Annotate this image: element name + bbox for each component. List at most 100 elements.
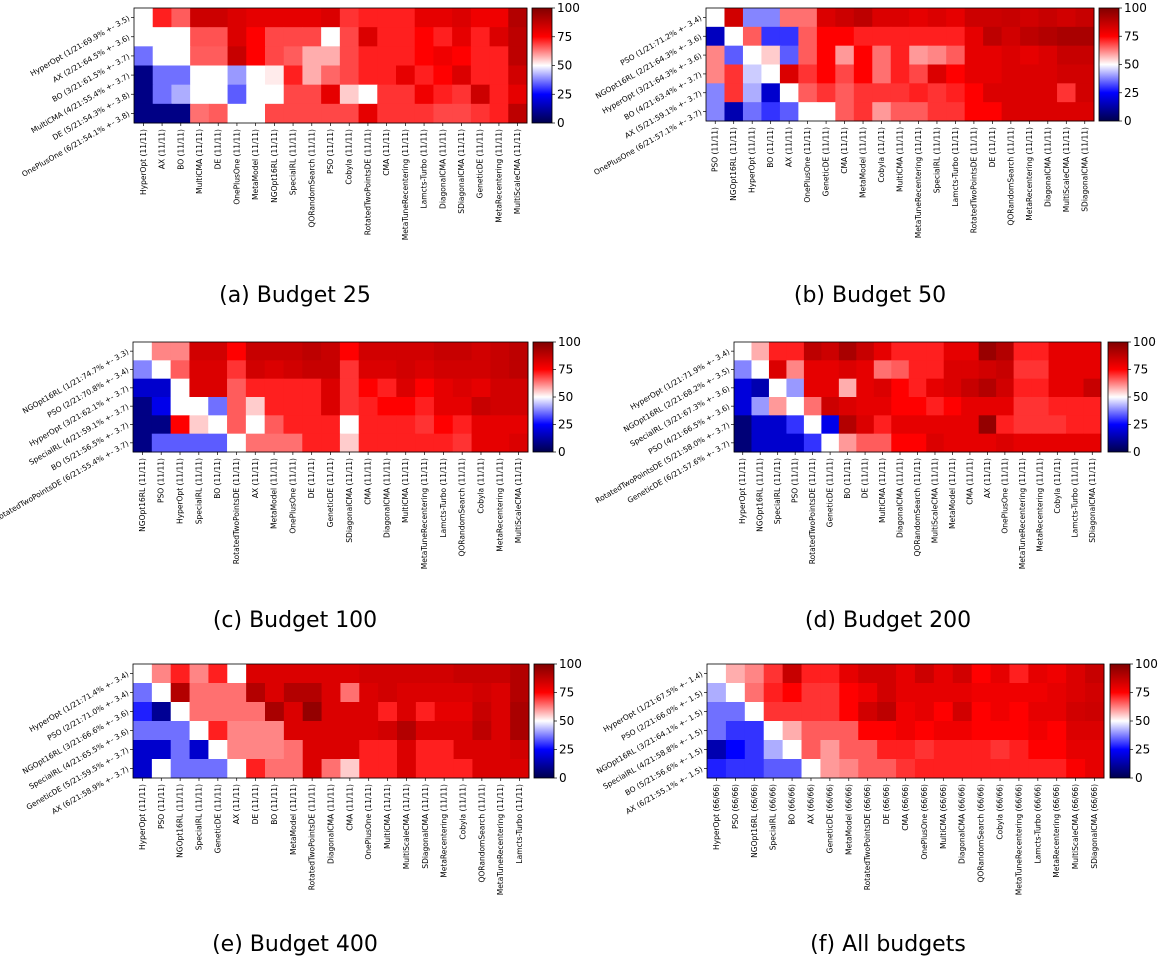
heatmap-cell bbox=[189, 433, 209, 453]
heatmap-cell bbox=[964, 83, 984, 103]
heatmap-cell bbox=[838, 397, 857, 416]
heatmap-cell bbox=[877, 740, 897, 760]
heatmap-cell bbox=[978, 433, 997, 453]
heatmap-cell bbox=[321, 360, 341, 380]
heatmap-cell bbox=[433, 65, 453, 86]
heatmap-cell bbox=[359, 759, 379, 779]
heatmap-cell bbox=[133, 415, 153, 435]
heatmap-cell bbox=[453, 664, 473, 684]
heatmap-panel: HyperOpt (1/21:71.9% +- 3.4)NGOpt16RL (2… bbox=[594, 335, 1156, 633]
heatmap-cell bbox=[264, 378, 284, 398]
heatmap-cell bbox=[302, 8, 322, 28]
heatmap-cell bbox=[170, 664, 191, 684]
heatmap-cell bbox=[724, 26, 744, 47]
col-label: AX (11/11) bbox=[785, 127, 794, 167]
heatmap-cell bbox=[744, 740, 765, 760]
heatmap-cell bbox=[816, 64, 836, 84]
heatmap-cell bbox=[872, 45, 892, 65]
heatmap-cell bbox=[452, 65, 472, 86]
heatmap-cell bbox=[171, 65, 191, 86]
heatmap-cell bbox=[896, 683, 916, 703]
heatmap-cell bbox=[983, 64, 1003, 84]
heatmap-cell bbox=[1013, 415, 1032, 435]
heatmap-cell bbox=[1038, 45, 1058, 65]
heatmap-cell bbox=[821, 342, 840, 361]
col-label: HyperOpt (11/11) bbox=[138, 784, 147, 850]
heatmap-cell bbox=[452, 103, 472, 124]
heatmap-cell bbox=[190, 8, 210, 28]
heatmap-cell bbox=[452, 433, 473, 453]
heatmap-cell bbox=[151, 759, 172, 779]
heatmap-cell bbox=[378, 702, 398, 722]
heatmap-cell bbox=[1057, 45, 1077, 65]
heatmap-cell bbox=[414, 46, 434, 66]
heatmap-cell bbox=[265, 46, 285, 66]
col-label: CMA (11/11) bbox=[364, 458, 373, 505]
heatmap-cell bbox=[1048, 378, 1067, 398]
heatmap-cell bbox=[339, 342, 360, 361]
heatmap-cell bbox=[434, 664, 455, 684]
heatmap-cell bbox=[170, 360, 190, 380]
colorbar-tick-label: 50 bbox=[1133, 390, 1148, 404]
heatmap-cell bbox=[751, 433, 770, 453]
heatmap-cell bbox=[340, 721, 360, 741]
heatmap-cell bbox=[724, 45, 744, 65]
heatmap-cell bbox=[302, 378, 322, 398]
col-label: Lamcts-Turbo (11/11) bbox=[1070, 458, 1079, 538]
heatmap-cell bbox=[415, 433, 435, 453]
heatmap-cell bbox=[1001, 45, 1021, 65]
heatmap-cell bbox=[835, 45, 855, 65]
colorbar-tick-label: 0 bbox=[1135, 771, 1143, 785]
col-label: MultiScaleCMA (11/11) bbox=[1062, 127, 1071, 212]
heatmap-cell bbox=[264, 433, 284, 453]
heatmap-cell bbox=[786, 433, 805, 453]
heatmap-cell bbox=[377, 84, 397, 105]
heatmap-cell bbox=[896, 740, 916, 760]
heatmap-cell bbox=[245, 397, 266, 416]
heatmap-cell bbox=[1031, 415, 1050, 435]
heatmap-cell bbox=[943, 378, 962, 398]
heatmap-cell bbox=[1047, 759, 1067, 779]
heatmap-cell bbox=[926, 433, 945, 453]
heatmap-cell bbox=[877, 683, 897, 703]
heatmap-cell bbox=[1028, 702, 1048, 722]
heatmap-cell bbox=[821, 433, 840, 453]
heatmap-cell bbox=[798, 102, 818, 122]
heatmap-cell bbox=[246, 103, 266, 124]
heatmap-cell bbox=[816, 26, 836, 47]
col-label: HyperOpt (11/11) bbox=[738, 458, 747, 524]
heatmap-cell bbox=[779, 64, 799, 84]
heatmap-cell bbox=[227, 397, 247, 416]
heatmap-cell bbox=[952, 721, 973, 741]
heatmap-cell bbox=[782, 740, 803, 760]
heatmap-cell bbox=[1038, 83, 1058, 103]
heatmap-cell bbox=[978, 360, 997, 380]
heatmap-cell bbox=[489, 8, 509, 28]
heatmap-cell bbox=[742, 102, 762, 122]
col-label: DE (11/11) bbox=[988, 127, 997, 167]
heatmap-cell bbox=[734, 342, 752, 361]
heatmap-cell bbox=[1066, 740, 1086, 760]
heatmap-cell bbox=[896, 702, 916, 722]
heatmap-cell bbox=[763, 759, 784, 779]
col-label: HyperOpt (11/11) bbox=[139, 129, 148, 195]
colorbar bbox=[1107, 341, 1129, 453]
heatmap-cell bbox=[725, 740, 746, 760]
heatmap-cell bbox=[768, 342, 787, 361]
heatmap-cell bbox=[264, 415, 284, 435]
col-label: DE (66/66) bbox=[882, 784, 891, 824]
heatmap-cell bbox=[302, 46, 322, 66]
heatmap-cell bbox=[1001, 64, 1021, 84]
heatmap-cell bbox=[491, 683, 511, 703]
heatmap-cell bbox=[782, 664, 803, 684]
colorbar bbox=[1109, 663, 1131, 779]
heatmap-cell bbox=[302, 342, 322, 361]
heatmap-panel: NGOpt16RL (1/21:74.7% +- 3.3)PSO (2/21:7… bbox=[0, 335, 581, 633]
col-label: Cobyla (66/66) bbox=[996, 784, 1005, 840]
heatmap-cell bbox=[396, 342, 416, 361]
heatmap-cell bbox=[926, 378, 945, 398]
heatmap-cell bbox=[510, 664, 530, 684]
heatmap-cell bbox=[858, 740, 878, 760]
heatmap-cell bbox=[359, 721, 379, 741]
heatmap-cell bbox=[782, 759, 803, 779]
